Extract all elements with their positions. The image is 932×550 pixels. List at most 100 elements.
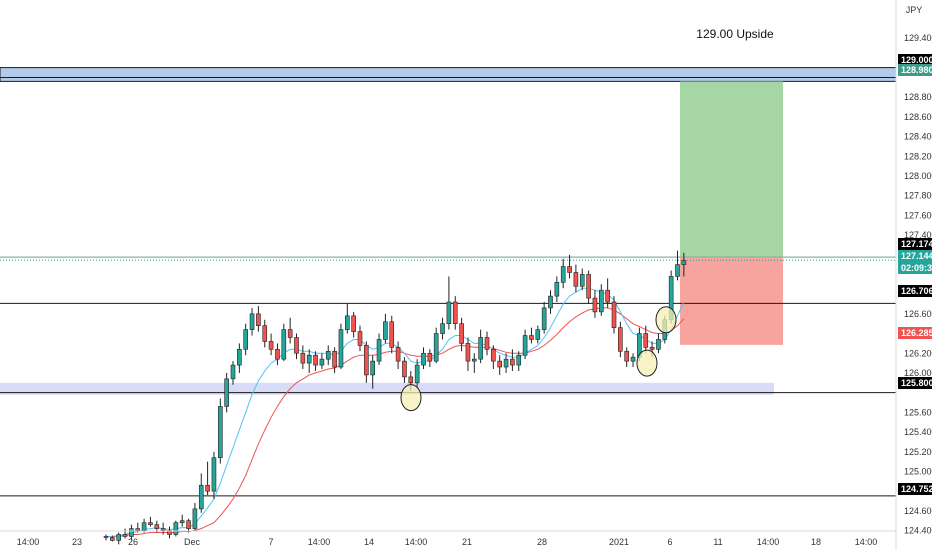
candle-body bbox=[198, 484, 204, 510]
price-tick-label: 125.000 bbox=[904, 466, 932, 476]
candle-body bbox=[268, 341, 274, 350]
time-tick-label: 14:00 bbox=[17, 537, 40, 547]
candle-body bbox=[643, 333, 649, 348]
price-tick-label: 128.000 bbox=[904, 171, 932, 181]
candle-body bbox=[281, 329, 287, 360]
price-tick-label: 125.600 bbox=[904, 407, 932, 417]
time-axis[interactable]: 14:00 23 26 Dec 7 14:00 14 14:00 21 28 2021 6 11 14:0… bbox=[17, 537, 878, 547]
time-tick-label: 6 bbox=[667, 537, 672, 547]
candle-body bbox=[376, 339, 382, 362]
time-tick-label: 23 bbox=[72, 537, 82, 547]
markers-layer bbox=[400, 306, 677, 412]
candle-body bbox=[344, 315, 350, 330]
time-tick-label: 2021 bbox=[609, 537, 629, 547]
candle-body bbox=[275, 349, 280, 360]
price-tag-bg bbox=[898, 377, 932, 389]
price-tag-bg bbox=[898, 262, 932, 274]
price-tick-label: 127.400 bbox=[904, 230, 932, 240]
candle-body bbox=[630, 356, 636, 362]
currency-label: JPY bbox=[906, 5, 923, 15]
time-tick-label: 26 bbox=[128, 537, 138, 547]
candle-body bbox=[243, 329, 248, 350]
price-tag-label: 128.980 bbox=[901, 65, 932, 75]
highlight-marker bbox=[655, 306, 677, 334]
price-tag-label: 129.000 bbox=[901, 55, 932, 65]
candle-body bbox=[465, 343, 471, 362]
price-tick-label: 126.000 bbox=[904, 368, 932, 378]
candle-body bbox=[471, 358, 477, 362]
candle-body bbox=[287, 329, 293, 338]
price-tag-label: 126.285 bbox=[901, 328, 932, 338]
candle-body bbox=[129, 528, 134, 537]
candle-body bbox=[294, 337, 299, 354]
time-tick-label: 14:00 bbox=[405, 537, 428, 547]
price-tick-label: 128.200 bbox=[904, 151, 932, 161]
candle-body bbox=[516, 354, 522, 366]
candle-body bbox=[192, 508, 198, 529]
candle-body bbox=[649, 347, 655, 350]
candle-body bbox=[414, 364, 420, 384]
candle-body bbox=[122, 534, 128, 537]
candle-body bbox=[135, 528, 141, 531]
candle-body bbox=[313, 354, 318, 366]
candle-body bbox=[148, 522, 153, 525]
candle-body bbox=[319, 358, 325, 366]
candle-body bbox=[338, 329, 344, 368]
time-tick-label: 14 bbox=[364, 537, 374, 547]
price-tag-label: 124.752 bbox=[901, 484, 932, 494]
price-tick-label: 124.600 bbox=[904, 506, 932, 516]
candle-body bbox=[592, 297, 598, 313]
price-tick-label: 128.600 bbox=[904, 112, 932, 122]
candle-body bbox=[306, 354, 312, 364]
candle-body bbox=[218, 406, 223, 458]
candle-body bbox=[624, 350, 630, 362]
candle-body bbox=[440, 323, 445, 334]
candle-body bbox=[484, 337, 490, 350]
time-tick-label: 21 bbox=[462, 537, 472, 547]
candle-body bbox=[383, 321, 388, 340]
candle-body bbox=[548, 295, 553, 309]
time-tick-label: 14:00 bbox=[855, 537, 878, 547]
target-zone bbox=[680, 81, 783, 258]
price-tick-label: 126.200 bbox=[904, 348, 932, 358]
candle-body bbox=[224, 378, 229, 407]
price-tag-bg bbox=[898, 250, 932, 262]
price-tick-label: 126.600 bbox=[904, 309, 932, 319]
price-tag-label: 127.174 bbox=[901, 239, 932, 249]
candle-body bbox=[154, 524, 160, 529]
candle-body bbox=[598, 289, 604, 313]
candle-body bbox=[427, 352, 433, 362]
candle-body bbox=[205, 484, 210, 492]
candle-body bbox=[230, 364, 236, 380]
candle-body bbox=[535, 329, 541, 340]
candle-body bbox=[160, 528, 166, 531]
price-tag-bg bbox=[898, 54, 932, 66]
price-tag-bg bbox=[898, 483, 932, 495]
candle-body bbox=[497, 360, 503, 368]
candle-body bbox=[618, 327, 623, 352]
price-tag-label: 126.706 bbox=[901, 286, 932, 296]
candle-body bbox=[611, 301, 617, 328]
candle-body bbox=[332, 350, 337, 368]
candle-body bbox=[141, 522, 147, 531]
candle-body bbox=[262, 325, 268, 342]
price-tag-bg bbox=[898, 327, 932, 339]
candle-body bbox=[103, 536, 109, 538]
candle-body bbox=[579, 274, 585, 287]
candle-body bbox=[586, 274, 591, 299]
candle-body bbox=[541, 307, 547, 330]
upside-annotation: 129.00 Upside bbox=[696, 27, 774, 41]
price-tag-bg bbox=[898, 64, 932, 76]
candle-body bbox=[300, 352, 306, 364]
levels-layer bbox=[0, 76, 896, 497]
stop-zone bbox=[680, 257, 783, 345]
candle-body bbox=[421, 352, 426, 366]
resistance-zone bbox=[0, 67, 897, 82]
price-tag-label: 02:09:35 bbox=[901, 263, 932, 273]
candle-body bbox=[567, 266, 572, 273]
candle-body bbox=[364, 345, 369, 376]
candle-body bbox=[116, 534, 121, 541]
candle-body bbox=[249, 313, 255, 330]
